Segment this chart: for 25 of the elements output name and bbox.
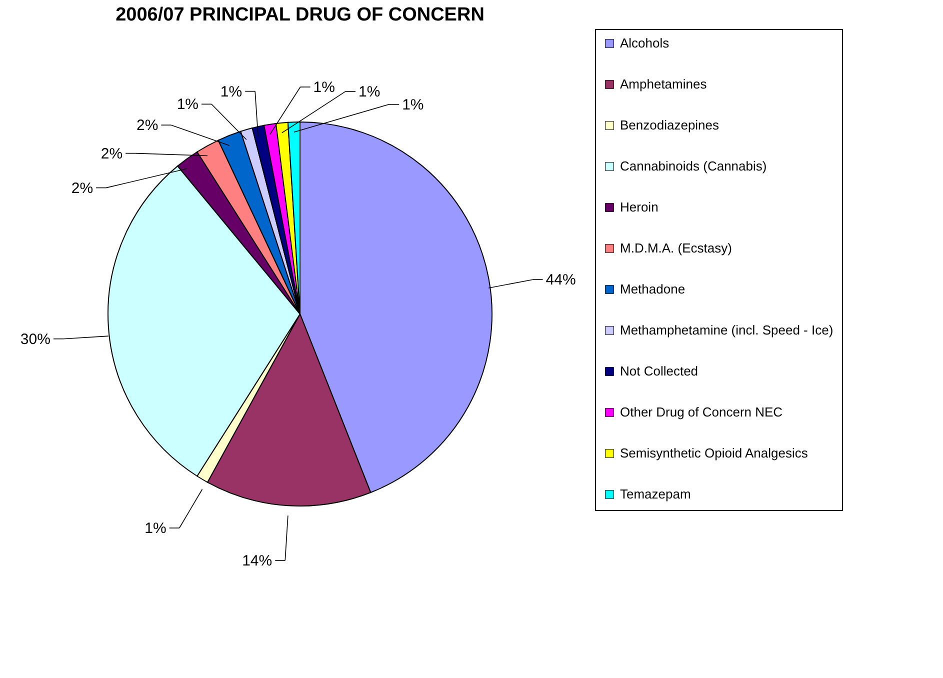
data-label: 1%	[176, 96, 199, 114]
data-label: 2%	[71, 180, 94, 197]
data-label: 2%	[100, 145, 123, 162]
legend-label: Not Collected	[620, 364, 698, 378]
legend-label: Alcohols	[620, 36, 670, 50]
chart-title: 2006/07 PRINCIPAL DRUG OF CONCERN	[116, 4, 484, 26]
legend-label: Cannabinoids (Cannabis)	[620, 158, 767, 174]
data-label: 30%	[20, 330, 50, 348]
legend-label: Methamphetamine (incl. Speed - Ice)	[620, 322, 834, 338]
legend-label: Benzodiazepines	[620, 118, 720, 132]
data-label: 1%	[358, 83, 380, 100]
data-label: 1%	[144, 520, 166, 537]
legend-label: Amphetamines	[620, 76, 708, 92]
data-label: 44%	[546, 272, 576, 289]
legend-label: Temazepam	[620, 486, 691, 502]
legend-label: Other Drug of Concern NEC	[620, 404, 783, 420]
data-label: 1%	[313, 79, 335, 96]
legend-label: Heroin	[620, 200, 658, 214]
data-label: 1%	[220, 83, 242, 100]
data-label: 14%	[242, 552, 272, 570]
legend-label: Methadone	[620, 282, 686, 296]
legend-label: Semisynthetic Opioid Analgesics	[620, 446, 808, 460]
legend-label: M.D.M.A. (Ecstasy)	[620, 240, 732, 256]
data-label: 1%	[402, 96, 424, 114]
data-label: 2%	[136, 117, 158, 134]
